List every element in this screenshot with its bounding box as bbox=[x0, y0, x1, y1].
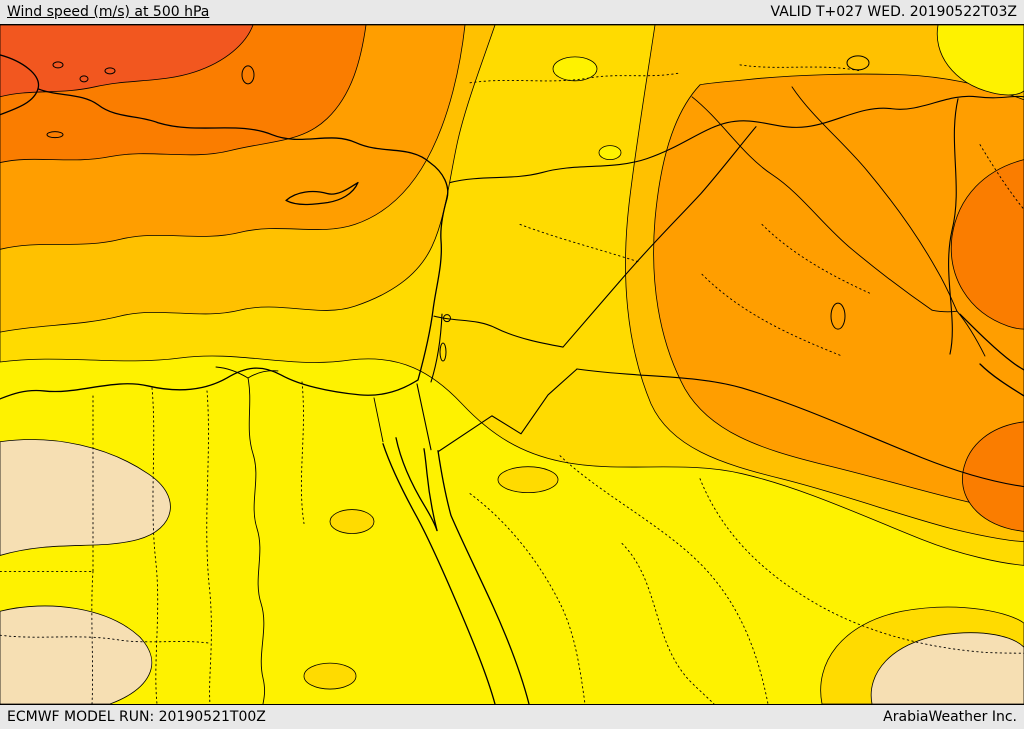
river-nile bbox=[247, 377, 266, 704]
river-shatt-al-arab bbox=[931, 309, 986, 357]
coastline-red-sea-east bbox=[437, 450, 530, 704]
coastline-anatolia-levant-egypt bbox=[0, 88, 449, 400]
brand-label: ArabiaWeather Inc. bbox=[883, 709, 1017, 725]
dead-sea bbox=[439, 342, 447, 362]
contour-blob-gold-sinai bbox=[329, 509, 375, 534]
aegean-island-4 bbox=[46, 131, 64, 139]
admin-boundary-saudi-3 bbox=[621, 543, 715, 704]
lake-tuz bbox=[241, 65, 255, 85]
aegean-island-1 bbox=[52, 61, 64, 69]
admin-boundary-egypt-1 bbox=[151, 387, 159, 704]
contour-blob-gold-south bbox=[303, 662, 357, 690]
border-jordan-valley bbox=[430, 313, 443, 383]
contour-band-cream-west bbox=[0, 439, 171, 556]
border-saudi-iraq bbox=[576, 368, 1024, 488]
admin-boundary-sudan bbox=[0, 634, 211, 644]
contour-pocket-yellow-northeast bbox=[936, 25, 1024, 96]
river-tigris bbox=[791, 86, 958, 312]
admin-boundary-turkey-1 bbox=[469, 72, 681, 84]
river-nile-delta-west bbox=[215, 366, 249, 379]
border-jordan-iraq bbox=[562, 281, 620, 348]
contour-core-deep-orange-east-upper bbox=[950, 159, 1024, 330]
admin-boundary-libya-south bbox=[91, 570, 94, 704]
valid-time-label: VALID T+027 WED. 20190522T03Z bbox=[770, 4, 1017, 20]
coastline-persian-gulf-north bbox=[959, 313, 1024, 371]
border-iran-iraq bbox=[948, 98, 959, 355]
contour-band-cream-southwest bbox=[0, 605, 153, 704]
contour-blob-gold-center bbox=[497, 466, 559, 494]
admin-boundary-saudi-4 bbox=[469, 493, 586, 704]
admin-boundary-iraq-1 bbox=[761, 223, 873, 295]
aegean-island-2 bbox=[79, 75, 89, 83]
contour-pocket-yellow-north-1 bbox=[552, 56, 598, 82]
aegean-island-3 bbox=[104, 67, 116, 75]
map-title: Wind speed (m/s) at 500 hPa bbox=[7, 4, 210, 20]
admin-boundary-saudi-1 bbox=[559, 455, 769, 704]
coastline-gulf-of-suez-east bbox=[395, 437, 438, 532]
contour-band-orange-east bbox=[653, 73, 1024, 511]
admin-boundary-syria-desert bbox=[519, 223, 641, 263]
border-jordan-saudi bbox=[437, 368, 578, 453]
river-euphrates bbox=[691, 96, 933, 311]
header-bar: Wind speed (m/s) at 500 hPa VALID T+027 … bbox=[0, 0, 1024, 24]
border-syria-jordan bbox=[433, 315, 564, 348]
contour-pocket-yellow-north-2 bbox=[598, 145, 622, 161]
admin-boundary-iran bbox=[979, 144, 1024, 210]
wind-speed-contour-map bbox=[0, 25, 1024, 704]
contour-band-cream-southeast bbox=[870, 632, 1024, 704]
suez-canal bbox=[373, 397, 384, 443]
coastline-persian-gulf-south bbox=[979, 363, 1024, 397]
coastline-gulf-of-aqaba-west bbox=[423, 448, 438, 532]
footer-bar: ECMWF MODEL RUN: 20190521T00Z ArabiaWeat… bbox=[0, 705, 1024, 729]
lake-tharthar bbox=[830, 302, 846, 330]
coastline-cyprus bbox=[285, 181, 359, 206]
border-israel-egypt bbox=[416, 383, 432, 451]
border-syria-iraq bbox=[618, 126, 757, 283]
contour-core-deep-orange-east-lower bbox=[962, 421, 1024, 532]
coastline-red-sea-west bbox=[382, 443, 496, 704]
weather-map bbox=[0, 24, 1024, 705]
admin-boundary-egypt-2 bbox=[206, 390, 212, 704]
admin-boundary-iraq-2 bbox=[701, 273, 843, 357]
model-run-label: ECMWF MODEL RUN: 20190521T00Z bbox=[7, 709, 266, 725]
border-turkey-syria-iraq bbox=[449, 95, 1024, 184]
admin-boundary-egypt-3 bbox=[300, 381, 305, 524]
lake-van bbox=[846, 55, 870, 71]
river-nile-delta-east bbox=[247, 370, 279, 379]
